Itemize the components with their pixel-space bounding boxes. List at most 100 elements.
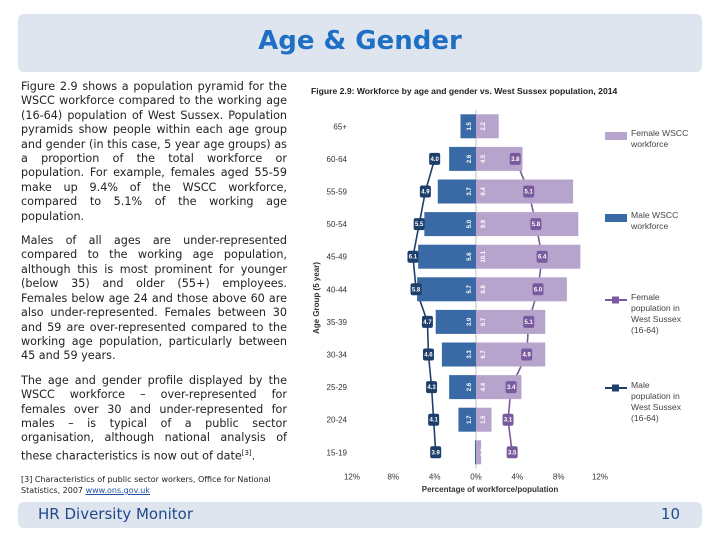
x-tick-3: 0% [470,473,482,482]
category-30-34: 30-34 [327,351,348,360]
footnote: [3] Characteristics of public sector wor… [21,474,291,496]
title-bar: Age & Gender [18,14,702,72]
bar-male-wscc-workforce-25-29 [449,375,476,400]
marker-label-male-population-in-west-sussex-16-64-35-39: 4.7 [423,320,432,326]
label-female-wscc-workforce-45-49: 10.1 [481,250,487,262]
marker-female-population-in-west-sussex-16-64-60-64 [509,152,521,165]
marker-label-male-population-in-west-sussex-16-64-25-29: 4.3 [427,385,436,391]
category-35-39: 35-39 [327,318,348,327]
x-tick-4: 4% [512,473,524,482]
marker-female-population-in-west-sussex-16-64-50-54 [530,218,542,231]
marker-female-population-in-west-sussex-16-64-25-29 [505,381,517,394]
legend-swatch-male-wscc-workforce [605,214,627,222]
bar-male-wscc-workforce-20-24 [458,407,476,432]
footer-bar: HR Diversity Monitor 10 [18,502,702,528]
bar-male-wscc-workforce-55-59 [437,179,476,204]
footnote-ref[interactable]: [3] [241,448,252,457]
marker-label-male-population-in-west-sussex-16-64-15-19: 3.9 [432,450,441,456]
paragraph-2: Males of all ages are under-represented … [21,234,287,363]
bar-male-wscc-workforce-30-34 [441,342,476,367]
bar-female-wscc-workforce-30-34 [476,342,546,367]
marker-label-male-population-in-west-sussex-16-64-30-34: 4.6 [424,353,433,359]
label-female-wscc-workforce-50-54: 9.9 [481,219,487,228]
label-female-wscc-workforce-30-34: 6.7 [481,350,487,359]
marker-female-population-in-west-sussex-16-64-35-39 [523,315,535,328]
marker-female-population-in-west-sussex-16-64-20-24 [502,413,514,426]
category-65: 65+ [333,122,347,131]
category-labels-group: 65+ 60-64 55-59 50-54 45-49 40-44 35-39 30-34 25… [327,122,348,457]
marker-label-female-population-in-west-sussex-16-64-50-54: 5.8 [532,222,541,228]
x-tick-0: 12% [344,473,360,482]
legend-label-female-population-in-west-sussex-16-64: Female population in West Sussex (16-64) [631,292,682,335]
paragraph-1: Figure 2.9 shows a population pyramid fo… [21,80,287,223]
marker-male-population-in-west-sussex-16-64-50-54 [413,218,425,231]
marker-female-population-in-west-sussex-16-64-15-19 [506,446,518,459]
chart-title: Figure 2.9: Workforce by age and gender … [311,86,618,96]
bar-male-wscc-workforce-65 [460,114,476,139]
label-male-wscc-workforce-20-24: 1.7 [467,415,473,424]
label-female-wscc-workforce-15-19: 0.5 [481,447,487,456]
bar-male-wscc-workforce-50-54 [424,212,476,237]
page-number: 10 [660,505,680,523]
category-25-29: 25-29 [327,383,348,392]
marker-male-population-in-west-sussex-16-64-20-24 [428,413,440,426]
footer-title: HR Diversity Monitor [38,505,193,523]
line-male-population-in-west-sussex-16-64 [412,158,437,453]
label-male-wscc-workforce-65: 1.5 [467,121,473,130]
legend-marker-female-population-in-west-sussex-16-64 [612,296,619,304]
legend-label-female-wscc-workforce: Female WSCC workforce [630,128,688,149]
bar-female-wscc-workforce-65 [476,114,499,139]
bar-male-wscc-workforce-60-64 [449,146,476,171]
marker-female-population-in-west-sussex-16-64-30-34 [521,348,533,361]
marker-female-population-in-west-sussex-16-64-40-44 [532,283,544,296]
marker-label-male-population-in-west-sussex-16-64-60-64: 4.0 [430,157,439,163]
marker-female-population-in-west-sussex-16-64-45-49 [536,250,548,263]
bar-female-wscc-workforce-15-19 [476,440,482,465]
legend: Female WSCC workforce Male WSCC workforce Fe… [605,128,688,423]
label-male-wscc-workforce-15-19: 0.1 [467,447,473,456]
label-male-wscc-workforce-40-44: 5.7 [467,284,473,293]
marker-label-female-population-in-west-sussex-16-64-40-44: 6.0 [534,287,543,293]
label-male-wscc-workforce-35-39: 3.9 [467,317,473,326]
bar-female-wscc-workforce-20-24 [476,407,492,432]
label-male-wscc-workforce-50-54: 5.0 [467,219,473,228]
category-45-49: 45-49 [327,253,348,262]
label-female-wscc-workforce-55-59: 9.4 [481,187,487,196]
label-male-wscc-workforce-25-29: 2.6 [467,382,473,391]
label-female-wscc-workforce-25-29: 4.4 [481,382,487,391]
legend-label-male-population-in-west-sussex-16-64: Male population in West Sussex (16-64) [631,380,682,423]
paragraph-3-text: The age and gender profile displayed by … [21,373,287,463]
marker-label-female-population-in-west-sussex-16-64-60-64: 3.8 [511,157,520,163]
footnote-link[interactable]: www.ons.gov.uk [85,486,151,495]
label-male-wscc-workforce-60-64: 2.6 [467,154,473,163]
line-female-population-in-west-sussex-16-64 [507,158,543,453]
bar-male-wscc-workforce-40-44 [417,277,476,302]
marker-label-male-population-in-west-sussex-16-64-20-24: 4.1 [429,418,438,424]
marker-male-population-in-west-sussex-16-64-30-34 [422,348,434,361]
marker-label-male-population-in-west-sussex-16-64-40-44: 5.8 [412,287,421,293]
x-tick-5: 8% [553,473,565,482]
bar-female-wscc-workforce-45-49 [476,244,581,269]
x-tick-2: 4% [429,473,441,482]
bar-male-wscc-workforce-15-19 [474,440,476,465]
bar-female-wscc-workforce-40-44 [476,277,567,302]
marker-label-male-population-in-west-sussex-16-64-55-59: 4.9 [421,190,430,196]
marker-male-population-in-west-sussex-16-64-15-19 [430,446,442,459]
marker-label-female-population-in-west-sussex-16-64-15-19: 3.5 [508,450,517,456]
marker-male-population-in-west-sussex-16-64-45-49 [407,250,419,263]
category-50-54: 50-54 [327,220,348,229]
marker-female-population-in-west-sussex-16-64-55-59 [523,185,535,198]
label-female-wscc-workforce-35-39: 6.7 [481,317,487,326]
category-20-24: 20-24 [327,416,348,425]
x-axis-label: Percentage of workforce/population [422,485,559,494]
page-title: Age & Gender [258,26,462,56]
category-40-44: 40-44 [327,285,348,294]
footnote-text: [3] Characteristics of public sector wor… [21,475,271,495]
bar-female-wscc-workforce-50-54 [476,212,579,237]
legend-swatch-female-wscc-workforce [605,132,627,140]
category-15-19: 15-19 [327,448,348,457]
marker-male-population-in-west-sussex-16-64-55-59 [419,185,431,198]
marker-label-female-population-in-west-sussex-16-64-45-49: 6.4 [538,255,547,261]
label-female-wscc-workforce-20-24: 1.5 [481,415,487,424]
legend-label-male-wscc-workforce: Male WSCC workforce [630,210,678,231]
